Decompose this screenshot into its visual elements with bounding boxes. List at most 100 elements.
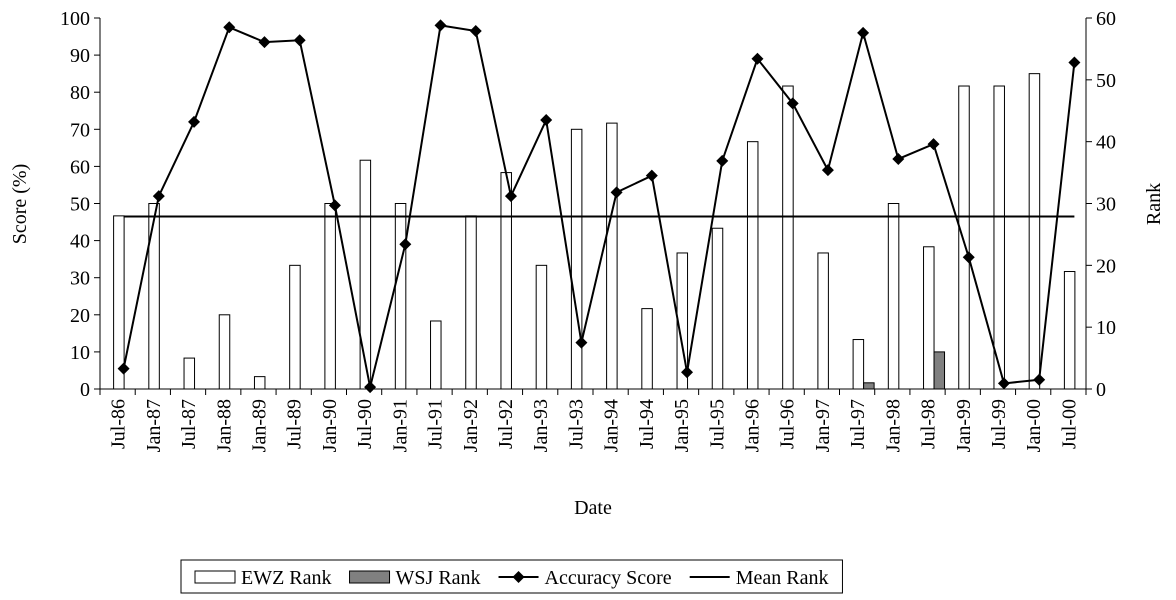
y-tick-label: 90 xyxy=(70,45,90,67)
x-tick-label: Jul-89 xyxy=(284,399,306,449)
marker xyxy=(751,52,764,65)
y-tick-label: 80 xyxy=(70,82,90,104)
x-tick-label: Jul-99 xyxy=(988,399,1010,449)
y-tick-label: 10 xyxy=(70,342,90,364)
x-tick-label: Jul-92 xyxy=(495,399,517,449)
bar xyxy=(1063,271,1076,390)
x-tick-label: Jan-90 xyxy=(319,399,341,452)
bar xyxy=(148,203,160,390)
x-tick-label: Jan-88 xyxy=(213,399,235,452)
bar xyxy=(570,128,583,390)
x-tick-label: Jul-97 xyxy=(847,399,869,449)
bar xyxy=(852,339,865,390)
marker xyxy=(681,366,694,379)
bar xyxy=(641,308,653,390)
marker xyxy=(962,251,975,264)
legend-label: Accuracy Score xyxy=(545,567,672,589)
legend-swatch xyxy=(349,570,391,584)
y-tick-label: 30 xyxy=(70,268,90,290)
x-tick-label: Jan-94 xyxy=(601,399,623,452)
marker xyxy=(540,114,553,127)
bar xyxy=(218,314,231,390)
legend-marker xyxy=(512,571,525,583)
y2-tick-label: 10 xyxy=(1096,317,1116,339)
x-tick-label: Jan-97 xyxy=(812,399,834,452)
legend-label: Mean Rank xyxy=(736,567,829,589)
bar xyxy=(500,172,512,390)
marker xyxy=(786,97,799,110)
marker xyxy=(293,34,306,47)
bar xyxy=(289,264,301,390)
marker xyxy=(328,199,341,212)
bar xyxy=(394,203,407,390)
marker xyxy=(152,190,165,203)
marker xyxy=(645,169,658,182)
y-tick-label: 40 xyxy=(70,231,90,253)
y2-tick-label: 60 xyxy=(1096,8,1116,30)
bar xyxy=(359,159,372,390)
marker xyxy=(469,24,482,37)
x-tick-label: Jan-87 xyxy=(143,399,165,452)
bar xyxy=(817,252,829,390)
bar xyxy=(993,85,1005,390)
x-tick-label: Jul-98 xyxy=(918,399,940,449)
y2-tick-label: 40 xyxy=(1096,132,1116,154)
x-tick-label: Jan-92 xyxy=(460,399,482,452)
legend-label: EWZ Rank xyxy=(241,567,332,589)
y2-tick-label: 30 xyxy=(1096,194,1116,216)
y-tick-label: 20 xyxy=(70,305,90,327)
x-tick-label: Jan-95 xyxy=(671,399,693,452)
bar xyxy=(113,215,125,390)
legend-swatch xyxy=(194,570,236,584)
y-tick-label: 60 xyxy=(70,156,90,178)
y2-axis-title: Rank xyxy=(1143,183,1165,225)
marker xyxy=(575,336,588,349)
marker xyxy=(504,190,517,203)
bar xyxy=(465,215,477,390)
x-tick-label: Jan-96 xyxy=(741,399,763,452)
y-tick-label: 0 xyxy=(80,379,90,401)
x-tick-label: Jul-91 xyxy=(425,399,447,449)
marker xyxy=(364,381,377,394)
marker xyxy=(821,164,834,177)
legend: EWZ Rank WSJ Rank Accuracy Score Mean Rank xyxy=(180,559,843,594)
x-tick-label: Jul-94 xyxy=(636,399,658,449)
marker xyxy=(117,362,130,375)
marker xyxy=(857,26,870,39)
y-tick-label: 50 xyxy=(70,194,90,216)
bar xyxy=(923,246,935,390)
x-tick-label: Jan-99 xyxy=(953,399,975,452)
marker xyxy=(716,154,729,167)
x-tick-label: Jan-93 xyxy=(530,399,552,452)
marker xyxy=(1033,373,1046,386)
x-tick-label: Jul-96 xyxy=(777,399,799,449)
marker xyxy=(927,138,940,151)
bar xyxy=(863,382,875,390)
marker xyxy=(434,19,447,32)
y-tick-label: 100 xyxy=(60,8,90,30)
x-tick-label: Jan-91 xyxy=(389,399,411,452)
bar xyxy=(746,141,759,390)
x-tick-label: Jul-00 xyxy=(1058,399,1080,449)
marker xyxy=(997,377,1010,390)
bar xyxy=(253,376,266,390)
bar xyxy=(430,320,442,390)
y-axis-title: Score (%) xyxy=(9,164,31,245)
legend-label: WSJ Rank xyxy=(396,567,481,589)
marker xyxy=(399,238,412,251)
marker xyxy=(258,36,271,49)
marker xyxy=(223,21,236,34)
line xyxy=(122,24,1076,388)
bar xyxy=(958,85,970,390)
x-tick-label: Jul-95 xyxy=(706,399,728,449)
x-tick-label: Jan-00 xyxy=(1023,399,1045,452)
x-tick-label: Jul-86 xyxy=(108,399,130,449)
marker xyxy=(188,115,201,128)
y-tick-label: 70 xyxy=(70,119,90,141)
bar xyxy=(535,264,548,390)
x-tick-label: Jul-93 xyxy=(565,399,587,449)
x-axis-title: Date xyxy=(574,497,612,519)
bar xyxy=(606,122,618,390)
marker xyxy=(1068,56,1081,69)
